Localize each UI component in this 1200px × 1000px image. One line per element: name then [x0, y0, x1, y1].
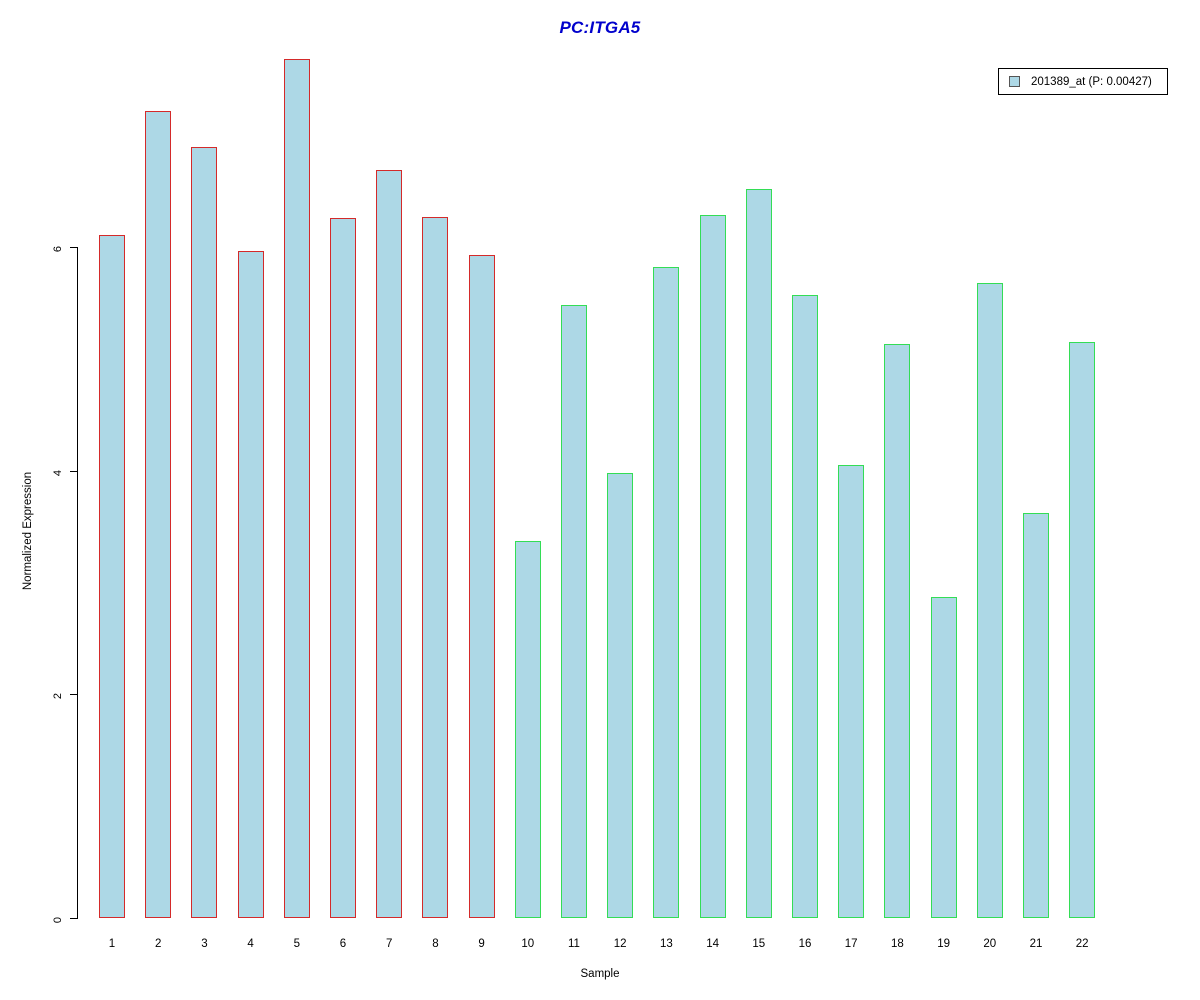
legend: 201389_at (P: 0.00427): [998, 68, 1168, 95]
x-tick-label-6: 6: [339, 938, 347, 950]
x-tick-label-1: 1: [108, 938, 116, 950]
y-tick-6: [70, 247, 78, 248]
y-tick-2: [70, 694, 78, 696]
plot-area: [78, 40, 1188, 918]
y-axis-title: Normalized Expression: [22, 471, 34, 591]
bar-sample-4[interactable]: [237, 251, 264, 918]
bar-sample-9[interactable]: [468, 254, 495, 918]
x-tick-label-10: 10: [521, 938, 535, 950]
bar-sample-14[interactable]: [699, 214, 726, 918]
bar-sample-5[interactable]: [283, 59, 310, 918]
bar-sample-6[interactable]: [330, 217, 356, 918]
bar-sample-11[interactable]: [561, 305, 587, 918]
x-tick-label-18: 18: [890, 938, 904, 950]
y-tick-label-6: 6: [52, 246, 64, 253]
bar-sample-8[interactable]: [422, 216, 449, 918]
x-tick-label-15: 15: [752, 938, 766, 950]
x-tick-label-20: 20: [983, 938, 997, 950]
x-tick-label-7: 7: [385, 938, 393, 950]
x-tick-label-21: 21: [1029, 938, 1043, 950]
y-tick-0: [70, 918, 78, 919]
x-tick-label-2: 2: [154, 938, 162, 950]
x-tick-label-11: 11: [568, 938, 580, 950]
x-tick-label-4: 4: [247, 938, 254, 950]
bar-sample-20[interactable]: [976, 282, 1003, 918]
y-tick-4: [70, 470, 78, 472]
bar-sample-18[interactable]: [884, 344, 911, 918]
bar-sample-3[interactable]: [191, 147, 218, 918]
x-tick-label-8: 8: [432, 938, 439, 950]
chart-title: PC:ITGA5: [559, 18, 641, 37]
x-tick-label-12: 12: [613, 938, 627, 950]
legend-swatch-icon: [1009, 76, 1020, 87]
bar-sample-13[interactable]: [653, 267, 680, 918]
x-tick-label-19: 19: [937, 938, 950, 950]
y-axis-line: [77, 247, 78, 919]
bar-sample-17[interactable]: [838, 465, 865, 918]
bar-sample-7[interactable]: [376, 169, 403, 918]
x-tick-label-22: 22: [1075, 938, 1089, 950]
bar-sample-16[interactable]: [792, 295, 818, 918]
bar-sample-19[interactable]: [930, 597, 957, 918]
y-tick-label-0: 0: [52, 917, 64, 924]
x-tick-label-16: 16: [798, 938, 812, 950]
x-tick-label-5: 5: [293, 938, 300, 950]
bar-sample-15[interactable]: [745, 188, 772, 918]
x-tick-label-14: 14: [706, 938, 719, 950]
x-tick-label-17: 17: [844, 938, 858, 950]
y-tick-label-2: 2: [52, 693, 64, 700]
bar-sample-22[interactable]: [1069, 342, 1096, 918]
bar-sample-2[interactable]: [145, 110, 172, 918]
x-tick-label-13: 13: [659, 938, 673, 950]
bar-sample-10[interactable]: [514, 541, 541, 918]
bar-sample-21[interactable]: [1023, 513, 1049, 918]
x-tick-label-9: 9: [478, 938, 485, 950]
x-axis-title: Sample: [580, 968, 620, 980]
y-tick-label-4: 4: [52, 469, 64, 476]
x-tick-label-3: 3: [201, 938, 208, 950]
legend-entry-label: 201389_at (P: 0.00427): [1031, 75, 1152, 88]
bar-sample-1[interactable]: [99, 234, 125, 918]
bar-sample-12[interactable]: [607, 472, 634, 918]
